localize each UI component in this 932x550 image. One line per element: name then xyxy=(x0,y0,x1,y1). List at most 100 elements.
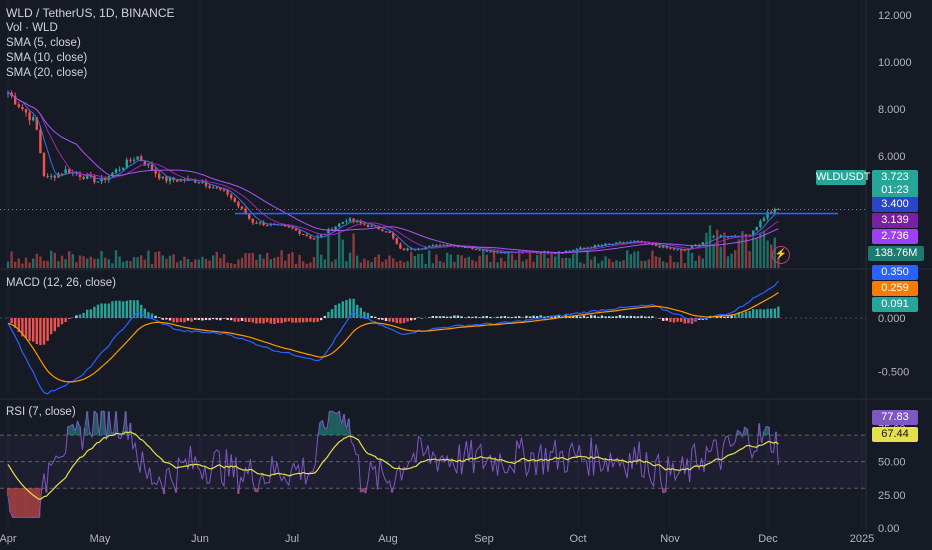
volume-bar xyxy=(244,252,247,268)
candle xyxy=(478,249,481,251)
volume-bar xyxy=(676,262,679,268)
volume-bar xyxy=(86,258,89,268)
macd-hist-bar xyxy=(474,316,478,318)
volume-bar xyxy=(201,256,204,268)
candle xyxy=(471,246,474,250)
volume-bar xyxy=(528,251,532,268)
candle xyxy=(269,224,272,226)
volume-bar xyxy=(305,263,308,268)
macd-hist-bar xyxy=(122,301,125,318)
volume-bar xyxy=(147,250,150,268)
candle xyxy=(320,234,323,237)
macd-hist-bar xyxy=(222,318,226,319)
candle xyxy=(78,173,82,177)
macd-hist-bar xyxy=(478,317,481,318)
volume-label: Vol · WLD xyxy=(6,22,58,34)
candle xyxy=(719,235,722,237)
macd-hist-bar xyxy=(248,318,251,322)
candle xyxy=(96,181,100,183)
macd-hist-bar xyxy=(428,317,431,318)
signal-line xyxy=(7,292,779,383)
volume-bar xyxy=(633,251,636,268)
volume-bar xyxy=(402,262,406,268)
volume-bar xyxy=(255,259,258,268)
candle xyxy=(53,175,56,178)
macd-hist-bar xyxy=(644,316,647,318)
macd-hist-bar xyxy=(575,315,578,318)
macd-hist-bar xyxy=(226,318,229,320)
candle xyxy=(132,159,136,161)
volume-bar xyxy=(604,256,607,268)
macd-hist-bar xyxy=(521,317,524,318)
volume-bar xyxy=(474,261,478,268)
macd-hist-bar xyxy=(399,318,402,324)
volume-bar xyxy=(503,261,506,268)
symbol-badge: WLDUSDT xyxy=(816,170,871,185)
macd-hist-bar xyxy=(294,318,298,323)
volume-bar xyxy=(194,259,197,268)
volume-bar xyxy=(593,256,596,268)
candle xyxy=(539,252,542,254)
macd-hist-bar xyxy=(766,308,769,318)
candle xyxy=(150,164,154,171)
macd-hist-bar xyxy=(748,310,751,318)
volume-bar xyxy=(96,258,100,268)
candle xyxy=(179,179,182,182)
lightning-icon[interactable]: ⚡ xyxy=(772,246,790,264)
volume-bar xyxy=(42,260,46,268)
candle xyxy=(712,236,715,238)
candle xyxy=(226,189,229,195)
rsi-legend: RSI (7, close) xyxy=(6,406,76,418)
volume-bar xyxy=(298,254,301,268)
macd-tick-label: 0.000 xyxy=(878,313,906,325)
macd-hist-bar xyxy=(366,312,370,318)
candle xyxy=(294,228,298,231)
macd-hist-bar xyxy=(201,318,204,321)
candle xyxy=(258,222,262,224)
macd-hist-bar xyxy=(413,318,416,320)
volume-bar xyxy=(100,251,103,268)
volume-bar xyxy=(143,259,146,268)
macd-hist-bar xyxy=(338,303,341,318)
macd-hist-bar xyxy=(143,308,146,318)
macd-hist-bar xyxy=(158,317,161,318)
volume-bar xyxy=(122,261,125,268)
macd-hist-bar xyxy=(104,303,107,318)
candle xyxy=(194,179,197,183)
candle xyxy=(302,233,305,235)
volume-bar xyxy=(683,263,686,268)
volume-bar xyxy=(701,258,704,268)
volume-bar xyxy=(431,263,434,268)
candle xyxy=(244,208,247,215)
candle xyxy=(50,175,53,177)
macd-hist-bar xyxy=(510,317,514,318)
candle xyxy=(593,245,596,248)
sma5-label: SMA (5, close) xyxy=(6,37,81,49)
volume-bar xyxy=(240,257,244,268)
volume-bar xyxy=(600,260,604,268)
volume-bar xyxy=(276,256,280,268)
x-tick-label: Aug xyxy=(378,533,398,545)
macd-hist-bar xyxy=(730,315,733,318)
candle xyxy=(572,250,575,252)
candle xyxy=(24,109,28,113)
candle xyxy=(136,156,139,160)
macd-hist-bar xyxy=(28,318,31,341)
candle xyxy=(388,231,391,233)
volume-bar xyxy=(759,232,762,268)
volume-bar xyxy=(730,253,733,268)
macd-hist-bar xyxy=(708,317,712,318)
candle xyxy=(345,221,348,223)
macd-hist-bar xyxy=(194,318,197,320)
macd-hist-bar xyxy=(388,318,391,322)
macd-hist-bar xyxy=(75,315,78,318)
volume-bar xyxy=(176,262,179,268)
macd-hist-bar xyxy=(446,316,449,318)
candle xyxy=(176,180,179,182)
volume-bar xyxy=(161,255,164,268)
rsi-tick-label: 50.00 xyxy=(878,457,906,469)
volume-bar xyxy=(705,232,708,268)
macd-hist-bar xyxy=(35,318,38,345)
candle xyxy=(309,236,312,239)
